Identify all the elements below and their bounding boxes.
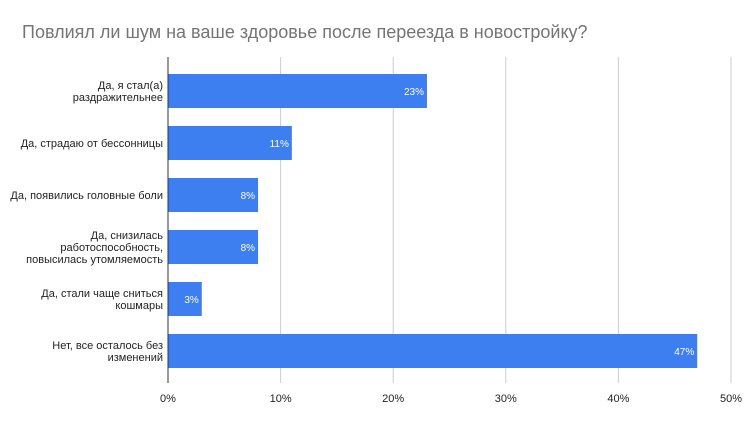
chart-title: Повлиял ли шум на ваше здоровье после пе… (22, 22, 588, 42)
bar (168, 74, 427, 108)
bar (168, 334, 698, 368)
category-label: Да, снизиласьработоспособность,повысилас… (26, 230, 163, 266)
bar-data-label: 11% (270, 139, 289, 150)
bar (168, 282, 202, 316)
category-label-line: повысилась утомляемость (26, 254, 163, 266)
x-tick-label: 40% (607, 393, 629, 405)
category-label-line: раздражительнее (73, 92, 163, 104)
bar-data-label: 3% (184, 295, 199, 306)
bar-data-label: 8% (241, 243, 256, 254)
x-tick-label: 0% (160, 393, 176, 405)
category-label-line: Да, я стал(а) (98, 80, 163, 92)
category-label-line: Да, появились головные боли (10, 190, 163, 202)
x-tick-label: 30% (495, 393, 517, 405)
category-label: Да, я стал(а)раздражительнее (73, 80, 163, 104)
category-label-line: работоспособность, (60, 242, 163, 254)
bars: 23% 11% 8% 8% 3% 47% (168, 74, 698, 368)
category-label: Да, появились головные боли (10, 190, 163, 202)
bar (168, 230, 259, 264)
category-label-line: изменений (108, 352, 163, 364)
bar-data-label: 23% (404, 87, 424, 98)
category-label-line: Да, страдаю от бессонницы (21, 138, 163, 150)
x-tick-label: 20% (382, 393, 404, 405)
category-label-line: Да, снизилась (91, 230, 164, 242)
x-tick-label: 10% (270, 393, 292, 405)
x-axis-ticks: 0% 10% 20% 30% 40% 50% (160, 393, 742, 405)
category-label-line: кошмары (115, 300, 163, 312)
bar (168, 178, 259, 212)
x-tick-label: 50% (720, 393, 742, 405)
category-label: Да, страдаю от бессонницы (21, 138, 163, 150)
bar-data-label: 47% (674, 347, 694, 358)
category-label-line: Нет, все осталось без (52, 340, 163, 352)
category-label-line: Да, стали чаще сниться (41, 288, 163, 300)
category-labels: Да, я стал(а)раздражительнее Да, страдаю … (10, 80, 163, 364)
bar-data-label: 8% (241, 191, 256, 202)
bar (168, 126, 292, 160)
gridlines (280, 57, 732, 383)
